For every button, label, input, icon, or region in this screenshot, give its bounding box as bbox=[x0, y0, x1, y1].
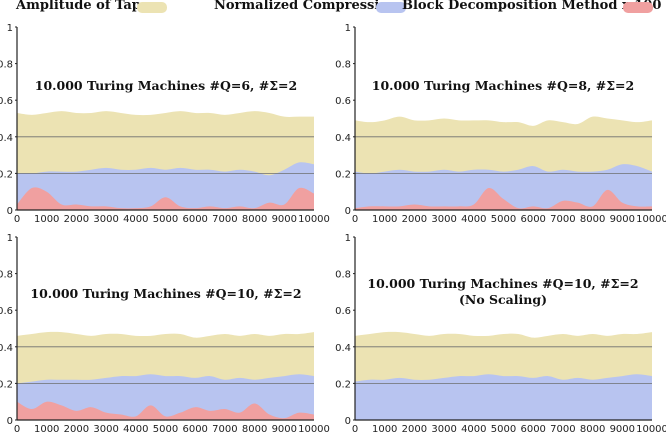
y-tick-label: 0 bbox=[345, 206, 351, 217]
x-tick-label: 3000 bbox=[431, 214, 456, 225]
y-tick-label: 0.4 bbox=[0, 133, 13, 144]
x-tick-label: 3000 bbox=[431, 424, 456, 435]
y-tick-label: 0.6 bbox=[335, 96, 351, 107]
x-tick-label: 0 bbox=[352, 214, 358, 225]
y-tick-label: 0.4 bbox=[335, 133, 351, 144]
x-tick-label: 10000 bbox=[636, 424, 666, 435]
x-tick-label: 1000 bbox=[34, 424, 59, 435]
x-tick-label: 1000 bbox=[372, 214, 397, 225]
x-tick-label: 6000 bbox=[182, 424, 207, 435]
x-tick-label: 8000 bbox=[580, 424, 605, 435]
x-tick-label: 8000 bbox=[580, 214, 605, 225]
x-tick-label: 6000 bbox=[520, 214, 545, 225]
x-tick-label: 7000 bbox=[550, 214, 575, 225]
y-tick-label: 0.2 bbox=[335, 379, 351, 390]
x-tick-label: 9000 bbox=[610, 424, 635, 435]
legend: Amplitude of Tape Normalized Compression… bbox=[0, 0, 666, 16]
y-tick-label: 0 bbox=[7, 416, 13, 427]
x-tick-label: 6000 bbox=[520, 424, 545, 435]
y-tick-label: 0.8 bbox=[0, 60, 13, 71]
x-tick-label: 5000 bbox=[491, 214, 516, 225]
x-tick-label: 4000 bbox=[461, 214, 486, 225]
y-tick-label: 0.6 bbox=[0, 96, 13, 107]
y-tick-label: 0.2 bbox=[0, 379, 13, 390]
y-tick-label: 0.6 bbox=[0, 306, 13, 317]
x-tick-label: 5000 bbox=[153, 424, 178, 435]
x-tick-label: 8000 bbox=[242, 424, 267, 435]
area-normalized-compression bbox=[355, 374, 652, 420]
area-block-decomposition-method-x-100 bbox=[355, 187, 652, 210]
x-tick-label: 4000 bbox=[123, 424, 148, 435]
chart-title: 10.000 Turing Machines #Q=6, #Σ=2 bbox=[35, 78, 297, 93]
x-tick-label: 2000 bbox=[402, 214, 427, 225]
chart-panel-4: 0 0.2 0.4 0.6 0.8 1 0 1000 2000 3000 4000 5000 6000 7… bbox=[335, 233, 666, 435]
chart-title: 10.000 Turing Machines #Q=10, #Σ=2 bbox=[30, 286, 301, 301]
x-tick-label: 5000 bbox=[491, 424, 516, 435]
x-tick-label: 4000 bbox=[123, 214, 148, 225]
y-tick-label: 0.8 bbox=[335, 270, 351, 281]
chart-panel-3: 0 0.2 0.4 0.6 0.8 1 0 1000 2000 3000 4000 5000 6000 7… bbox=[0, 233, 330, 435]
x-tick-label: 0 bbox=[14, 424, 20, 435]
y-tick-label: 0.2 bbox=[335, 169, 351, 180]
legend-swatch-compression bbox=[376, 2, 406, 13]
legend-swatch-bdm bbox=[623, 2, 653, 13]
x-tick-label: 7000 bbox=[212, 214, 237, 225]
y-tick-label: 0.6 bbox=[335, 306, 351, 317]
area-normalized-compression bbox=[355, 164, 652, 210]
x-tick-label: 4000 bbox=[461, 424, 486, 435]
x-tick-label: 1000 bbox=[372, 424, 397, 435]
chart-title: 10.000 Turing Machines #Q=10, #Σ=2 bbox=[367, 276, 638, 291]
x-tick-label: 10000 bbox=[636, 214, 666, 225]
chart-subtitle: (No Scaling) bbox=[459, 292, 547, 307]
x-tick-label: 8000 bbox=[242, 214, 267, 225]
y-tick-label: 0.2 bbox=[0, 169, 13, 180]
y-tick-label: 1 bbox=[7, 23, 13, 34]
x-tick-label: 1000 bbox=[34, 214, 59, 225]
x-tick-label: 0 bbox=[14, 214, 20, 225]
area-block-decomposition-method-x-100 bbox=[17, 401, 314, 420]
x-tick-label: 9000 bbox=[272, 424, 297, 435]
x-tick-label: 9000 bbox=[610, 214, 635, 225]
y-tick-label: 0.8 bbox=[335, 60, 351, 71]
y-tick-label: 0 bbox=[7, 206, 13, 217]
y-tick-label: 1 bbox=[345, 23, 351, 34]
x-tick-label: 6000 bbox=[182, 214, 207, 225]
chart-panel-1: 0 0.2 0.4 0.6 0.8 1 0 1000 2000 3000 4000 5000 6000 7… bbox=[0, 23, 330, 225]
x-tick-label: 2000 bbox=[64, 424, 89, 435]
x-tick-label: 5000 bbox=[153, 214, 178, 225]
area-block-decomposition-method-x-100 bbox=[17, 187, 314, 210]
legend-label-amplitude: Amplitude of Tape bbox=[16, 0, 150, 13]
y-tick-label: 0.4 bbox=[0, 343, 13, 354]
y-tick-label: 1 bbox=[7, 233, 13, 244]
x-tick-label: 0 bbox=[352, 424, 358, 435]
x-tick-label: 7000 bbox=[212, 424, 237, 435]
area-normalized-compression bbox=[17, 162, 314, 210]
x-tick-label: 3000 bbox=[93, 424, 118, 435]
y-tick-label: 1 bbox=[345, 233, 351, 244]
legend-label-bdm: Block Decomposition Method x 100 bbox=[402, 0, 662, 13]
y-tick-label: 0 bbox=[345, 416, 351, 427]
x-tick-label: 3000 bbox=[93, 214, 118, 225]
x-tick-label: 7000 bbox=[550, 424, 575, 435]
y-tick-label: 0.8 bbox=[0, 270, 13, 281]
chart-title: 10.000 Turing Machines #Q=8, #Σ=2 bbox=[372, 78, 634, 93]
chart-panel-2: 0 0.2 0.4 0.6 0.8 1 0 1000 2000 3000 4000 5000 6000 7… bbox=[335, 23, 666, 225]
x-tick-label: 2000 bbox=[402, 424, 427, 435]
x-tick-label: 9000 bbox=[272, 214, 297, 225]
x-tick-label: 10000 bbox=[298, 214, 330, 225]
y-tick-label: 0.4 bbox=[335, 343, 351, 354]
x-tick-label: 2000 bbox=[64, 214, 89, 225]
legend-swatch-amplitude bbox=[137, 2, 167, 13]
legend-label-compression: Normalized Compression bbox=[214, 0, 398, 13]
x-tick-label: 10000 bbox=[298, 424, 330, 435]
